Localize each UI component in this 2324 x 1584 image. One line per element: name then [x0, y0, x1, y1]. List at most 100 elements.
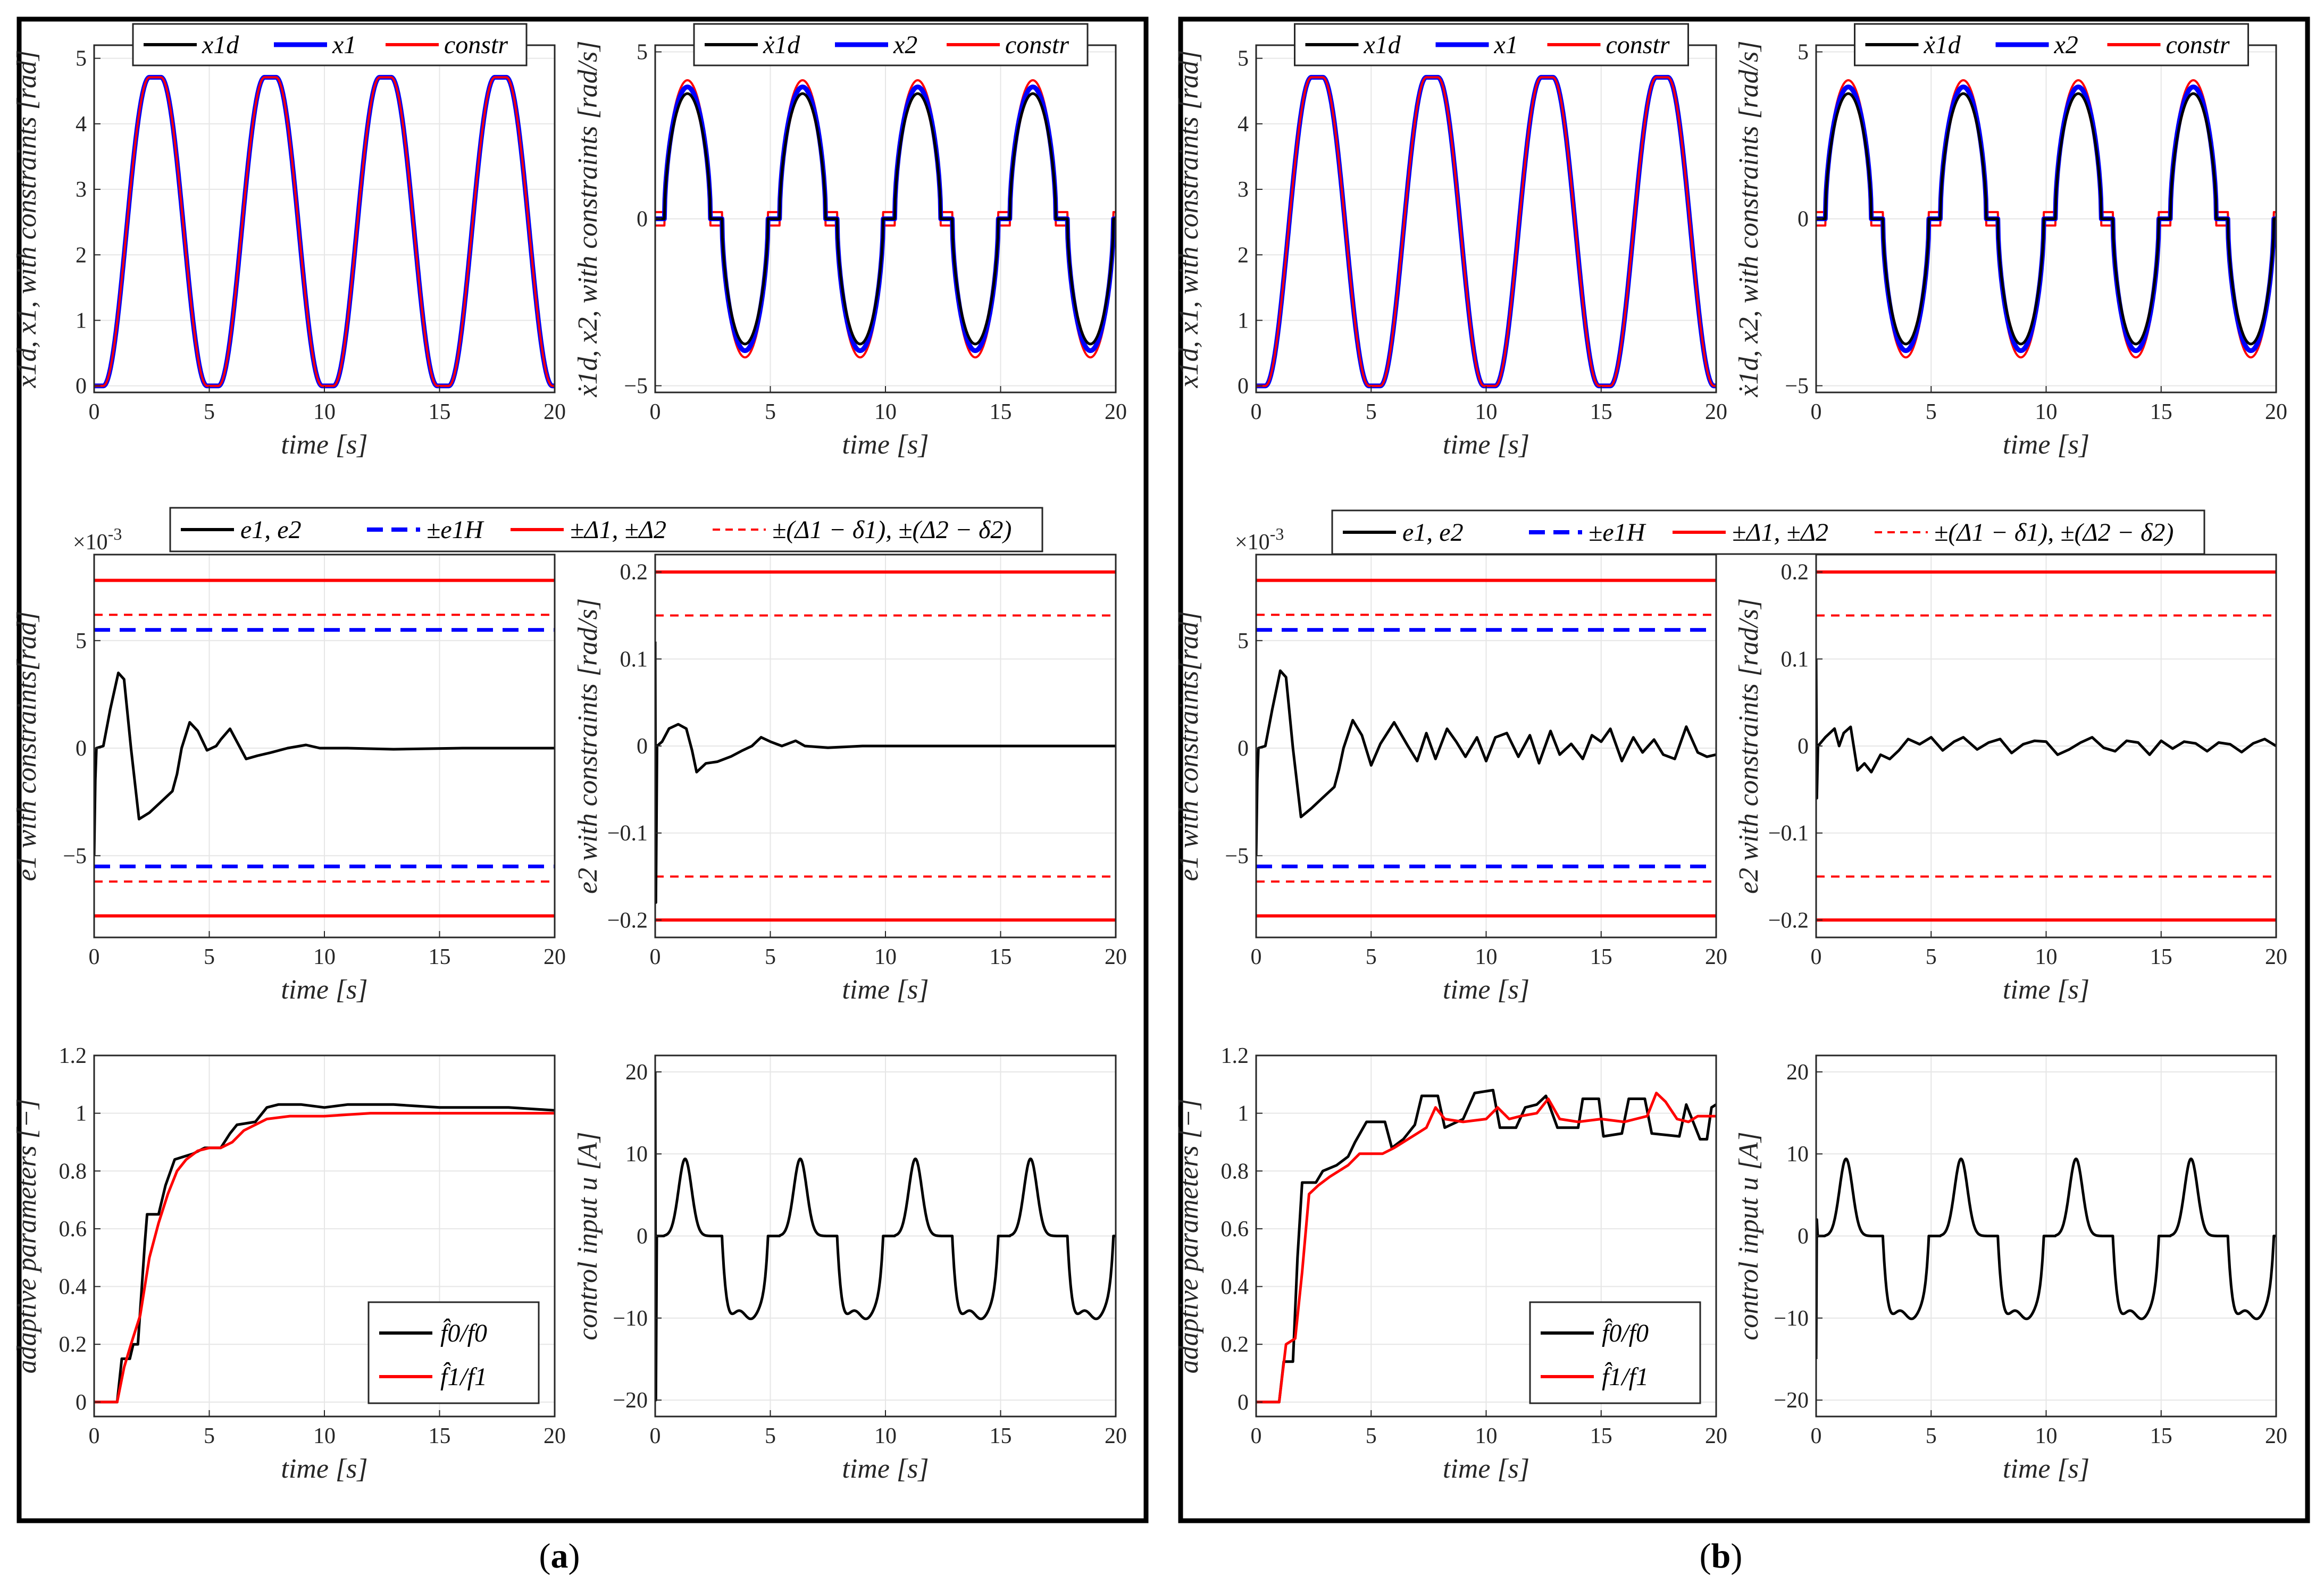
x-axis-label: time [s]: [281, 1454, 367, 1484]
legend-box: [1294, 23, 1689, 66]
tick-label-x: 0: [89, 400, 100, 424]
tick-label-y: −5: [1225, 844, 1249, 868]
series-f̂1/f1: [1256, 1092, 1716, 1404]
tick-label-y: 10: [1786, 1142, 1809, 1167]
shared-legend-b: e1, e2 ±e1H ±Δ1, ±Δ2 ±(Δ1 − δ1), ±(Δ2 − δ2): [1331, 509, 2205, 555]
tick-label-x: 10: [313, 400, 336, 424]
y-axis-label: e2 with constraints [rad/s]: [573, 598, 603, 894]
tick-label-y: 0: [76, 374, 87, 399]
tick-label-y: 20: [1786, 1060, 1809, 1085]
tick-label-y: 1: [76, 308, 87, 333]
chart-a1: 0 5 10 15 20 0 1 2 3 4 5 time [s] x1d, x1, with cons…: [12, 23, 566, 460]
tick-label-y: 5: [76, 47, 87, 71]
legend: f̂0/f0 f̂1/f1: [1529, 1301, 1701, 1404]
series-e1: [94, 672, 555, 856]
tick-label-y: −5: [1785, 374, 1809, 398]
panel-b-frame: [1178, 16, 2310, 1523]
chart-b6: 0 5 10 15 20 −20 −10 0 10 20 time [s] control input…: [1734, 1054, 2287, 1484]
tick-label-y: 0: [637, 1225, 648, 1249]
x-axis-label: time [s]: [2003, 975, 2089, 1005]
y-axis-label: adaptive parameters [−]: [1174, 1099, 1204, 1374]
tick-label-y: 3: [1238, 178, 1249, 202]
legend-label: x2: [893, 31, 917, 59]
tick-label-x: 15: [2150, 1424, 2172, 1448]
legend: x1d x1 constr: [1294, 23, 1689, 66]
x-axis-label: time [s]: [842, 430, 929, 460]
y-axis-label: adaptive parameters [−]: [12, 1099, 42, 1374]
legend-label: ±e1H: [427, 516, 484, 544]
x-axis-label: time [s]: [842, 1454, 929, 1484]
plot-area: [94, 1103, 555, 1404]
series-e2: [655, 641, 1116, 904]
x-axis-label: time [s]: [1443, 975, 1529, 1005]
tick-label-y: 0.2: [1221, 1332, 1249, 1357]
tick-label-y: −20: [1774, 1388, 1809, 1413]
tick-label-x: 10: [1475, 1424, 1498, 1448]
plot-area: [655, 1071, 1116, 1402]
tick-label-x: 20: [1705, 400, 1727, 424]
tick-label-y: 1: [1238, 308, 1249, 333]
caption-b: (b): [1700, 1537, 1743, 1575]
tick-label-x: 0: [1251, 1424, 1262, 1448]
tick-label-y: 0.8: [59, 1159, 87, 1184]
y-axis-label: control input u [A]: [573, 1132, 603, 1340]
tick-label-x: 10: [2035, 400, 2058, 424]
tick-label-x: 0: [89, 945, 100, 969]
legend-label: x2: [2054, 31, 2078, 59]
tick-label-x: 20: [2265, 400, 2287, 424]
tick-label-x: 0: [650, 400, 661, 424]
tick-label-y: 10: [625, 1142, 648, 1167]
plot-area: [1256, 579, 1716, 918]
tick-label-x: 15: [2150, 945, 2172, 969]
tick-label-y: −0.1: [607, 822, 648, 846]
tick-label-y: −0.2: [1768, 908, 1809, 933]
plot-area: [1256, 74, 1716, 389]
tick-label-y: 5: [637, 40, 648, 65]
tick-label-x: 15: [429, 400, 451, 424]
y-axis-label: x1d, x1, with constraints [rad]: [12, 50, 42, 389]
x-axis-label: time [s]: [842, 975, 929, 1005]
legend-label: ẋ1d: [763, 31, 800, 59]
x-axis-label: time [s]: [1443, 1454, 1529, 1484]
tick-label-x: 10: [2035, 1424, 2058, 1448]
plot-area: [94, 74, 555, 389]
tick-label-y: 0.4: [1221, 1275, 1249, 1300]
tick-label-x: 15: [990, 945, 1012, 969]
tick-label-y: 0: [637, 734, 648, 759]
tick-label-y: 2: [1238, 243, 1249, 267]
tick-label-x: 20: [544, 400, 566, 424]
plot-area: [1816, 570, 2276, 922]
tick-label-y: 4: [76, 112, 87, 137]
tick-label-x: 0: [1811, 400, 1822, 424]
legend-box: [367, 1301, 540, 1404]
tick-label-x: 5: [204, 400, 215, 424]
tick-label-x: 5: [1366, 945, 1377, 969]
legend-label: ±(Δ1 − δ1), ±(Δ2 − δ2): [1934, 518, 2173, 547]
legend-label: constr: [2166, 31, 2230, 59]
tick-label-y: 0: [76, 1390, 87, 1415]
legend-label: f̂0/f0: [440, 1318, 487, 1347]
tick-label-y: −0.2: [607, 908, 648, 933]
tick-label-x: 15: [1590, 1424, 1612, 1448]
legend-label: ±(Δ1 − δ1), ±(Δ2 − δ2): [772, 516, 1011, 544]
tick-label-x: 5: [765, 1424, 776, 1448]
tick-label-y: 0.1: [1781, 647, 1809, 672]
shared-legend-a: e1, e2 ±e1H ±Δ1, ±Δ2 ±(Δ1 − δ1), ±(Δ2 − δ2): [169, 507, 1043, 552]
legend-label: constr: [1005, 31, 1069, 59]
legend: ẋ1d x2 constr: [693, 23, 1089, 66]
tick-label-y: 0: [1238, 1390, 1249, 1415]
tick-label-y: −5: [63, 844, 87, 868]
tick-label-x: 10: [1475, 945, 1498, 969]
tick-label-y: 0.1: [620, 647, 648, 672]
tick-label-x: 20: [1105, 945, 1127, 969]
tick-label-x: 15: [990, 400, 1012, 424]
tick-label-y: −10: [613, 1306, 648, 1331]
tick-label-x: 5: [1366, 400, 1377, 424]
legend-label: f̂0/f0: [1602, 1318, 1649, 1347]
tick-label-x: 0: [89, 1424, 100, 1448]
panel-a-frame: [16, 16, 1149, 1523]
series-ẋ1d: [1816, 92, 2276, 346]
